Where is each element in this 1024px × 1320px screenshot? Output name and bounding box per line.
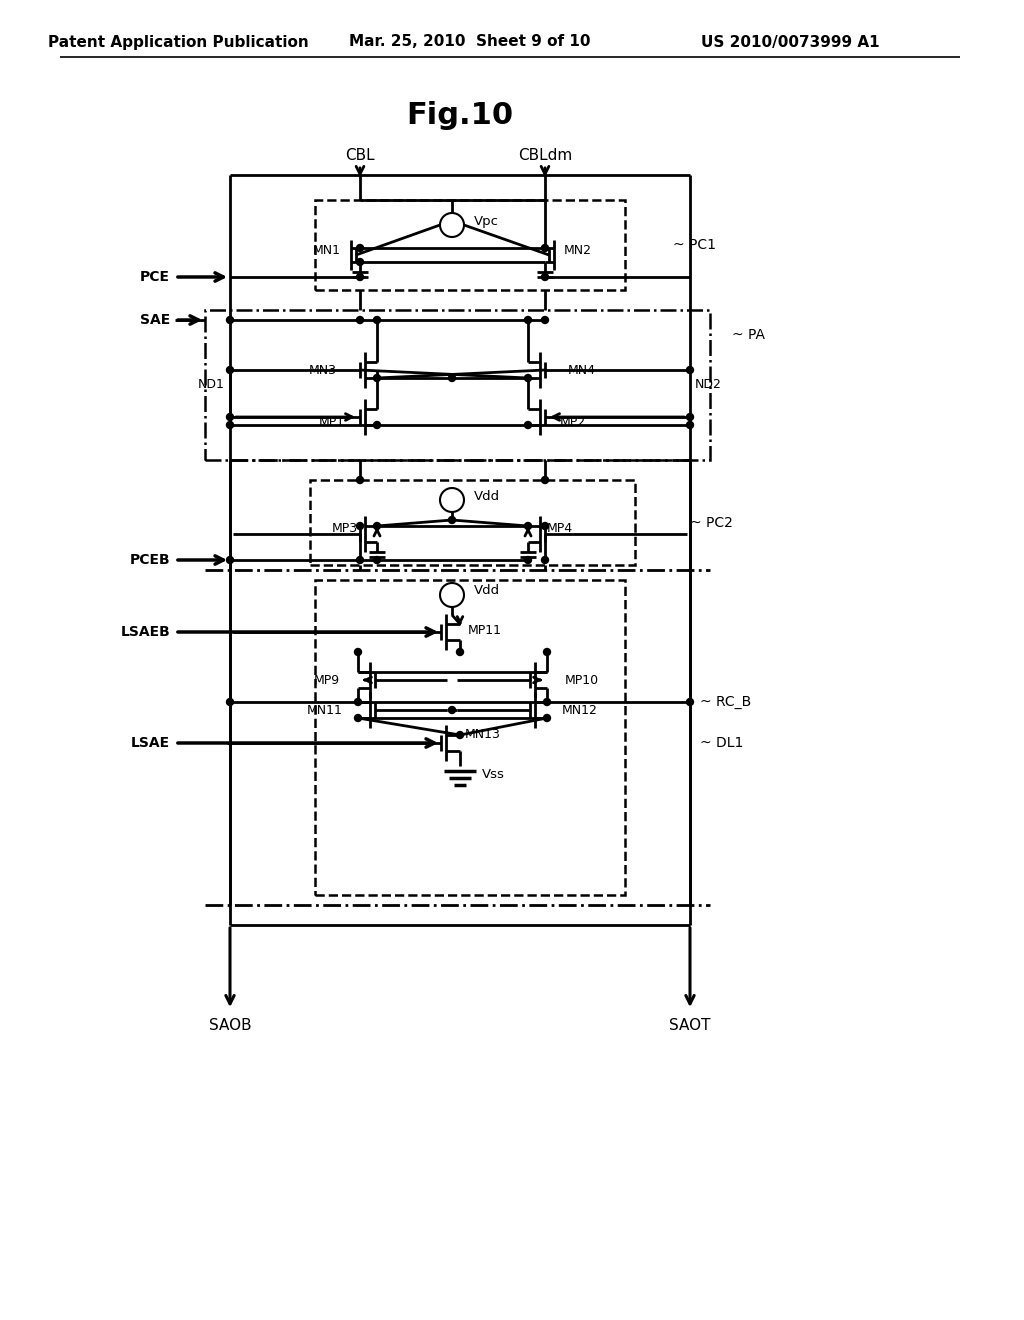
Circle shape	[686, 698, 693, 705]
Circle shape	[356, 273, 364, 281]
Circle shape	[457, 731, 464, 738]
Text: MN3: MN3	[309, 363, 337, 376]
Circle shape	[354, 698, 361, 705]
Circle shape	[542, 317, 549, 323]
Circle shape	[226, 317, 233, 323]
Circle shape	[226, 413, 233, 421]
Circle shape	[544, 698, 551, 705]
Text: Vss: Vss	[482, 767, 505, 780]
Text: Vdd: Vdd	[474, 585, 500, 598]
Text: Mar. 25, 2010  Sheet 9 of 10: Mar. 25, 2010 Sheet 9 of 10	[349, 34, 591, 49]
Circle shape	[226, 698, 233, 705]
Bar	[310, 480, 635, 565]
Circle shape	[356, 523, 364, 529]
Circle shape	[544, 714, 551, 722]
Bar	[205, 310, 710, 459]
Text: PCEB: PCEB	[129, 553, 170, 568]
Circle shape	[374, 557, 381, 564]
Circle shape	[374, 421, 381, 429]
Circle shape	[356, 477, 364, 483]
Text: MN1: MN1	[313, 244, 341, 257]
Circle shape	[356, 317, 364, 323]
Text: ~ RC_B: ~ RC_B	[700, 696, 752, 709]
Text: MN11: MN11	[307, 704, 343, 717]
Circle shape	[524, 375, 531, 381]
Circle shape	[449, 706, 456, 714]
Text: MP1: MP1	[318, 416, 345, 429]
Circle shape	[449, 516, 456, 524]
Circle shape	[542, 557, 549, 564]
Text: ~ PC1: ~ PC1	[673, 238, 716, 252]
Circle shape	[457, 648, 464, 656]
Text: MN4: MN4	[568, 363, 596, 376]
Text: MN2: MN2	[564, 244, 592, 257]
Text: MP3: MP3	[332, 523, 358, 536]
Text: SAOT: SAOT	[670, 1018, 711, 1032]
Text: PCE: PCE	[140, 271, 170, 284]
Text: Patent Application Publication: Patent Application Publication	[48, 34, 308, 49]
Text: ~ PA: ~ PA	[732, 327, 765, 342]
Bar	[315, 201, 625, 290]
Text: LSAEB: LSAEB	[120, 624, 170, 639]
Circle shape	[524, 421, 531, 429]
Circle shape	[542, 477, 549, 483]
Circle shape	[226, 421, 233, 429]
Circle shape	[226, 557, 233, 564]
Text: MP9: MP9	[314, 673, 340, 686]
Text: ~ PC2: ~ PC2	[690, 516, 733, 531]
Text: MP2: MP2	[560, 416, 586, 429]
Circle shape	[356, 259, 364, 265]
Text: CBLdm: CBLdm	[518, 148, 572, 162]
Circle shape	[226, 367, 233, 374]
Text: MN12: MN12	[562, 704, 598, 717]
Circle shape	[354, 714, 361, 722]
Text: MP11: MP11	[468, 623, 502, 636]
Circle shape	[544, 648, 551, 656]
Circle shape	[686, 421, 693, 429]
Text: CBL: CBL	[345, 148, 375, 162]
Text: MP10: MP10	[565, 673, 599, 686]
Circle shape	[374, 375, 381, 381]
Circle shape	[542, 273, 549, 281]
Text: Vdd: Vdd	[474, 490, 500, 503]
Text: MP4: MP4	[547, 523, 573, 536]
Circle shape	[356, 244, 364, 252]
Circle shape	[524, 317, 531, 323]
Text: ND1: ND1	[198, 379, 225, 392]
Text: ND2: ND2	[695, 379, 722, 392]
Text: SAE: SAE	[139, 313, 170, 327]
Circle shape	[356, 557, 364, 564]
Circle shape	[686, 367, 693, 374]
Circle shape	[524, 523, 531, 529]
Circle shape	[524, 557, 531, 564]
Text: Vpc: Vpc	[474, 214, 499, 227]
Text: MN13: MN13	[465, 729, 501, 742]
Circle shape	[542, 523, 549, 529]
Circle shape	[374, 317, 381, 323]
Text: US 2010/0073999 A1: US 2010/0073999 A1	[700, 34, 880, 49]
Bar	[315, 579, 625, 895]
Text: Fig.10: Fig.10	[407, 100, 514, 129]
Circle shape	[449, 375, 456, 381]
Circle shape	[686, 413, 693, 421]
Circle shape	[374, 523, 381, 529]
Text: ~ DL1: ~ DL1	[700, 737, 743, 750]
Circle shape	[542, 244, 549, 252]
Text: SAOB: SAOB	[209, 1018, 251, 1032]
Circle shape	[354, 648, 361, 656]
Text: LSAE: LSAE	[131, 737, 170, 750]
